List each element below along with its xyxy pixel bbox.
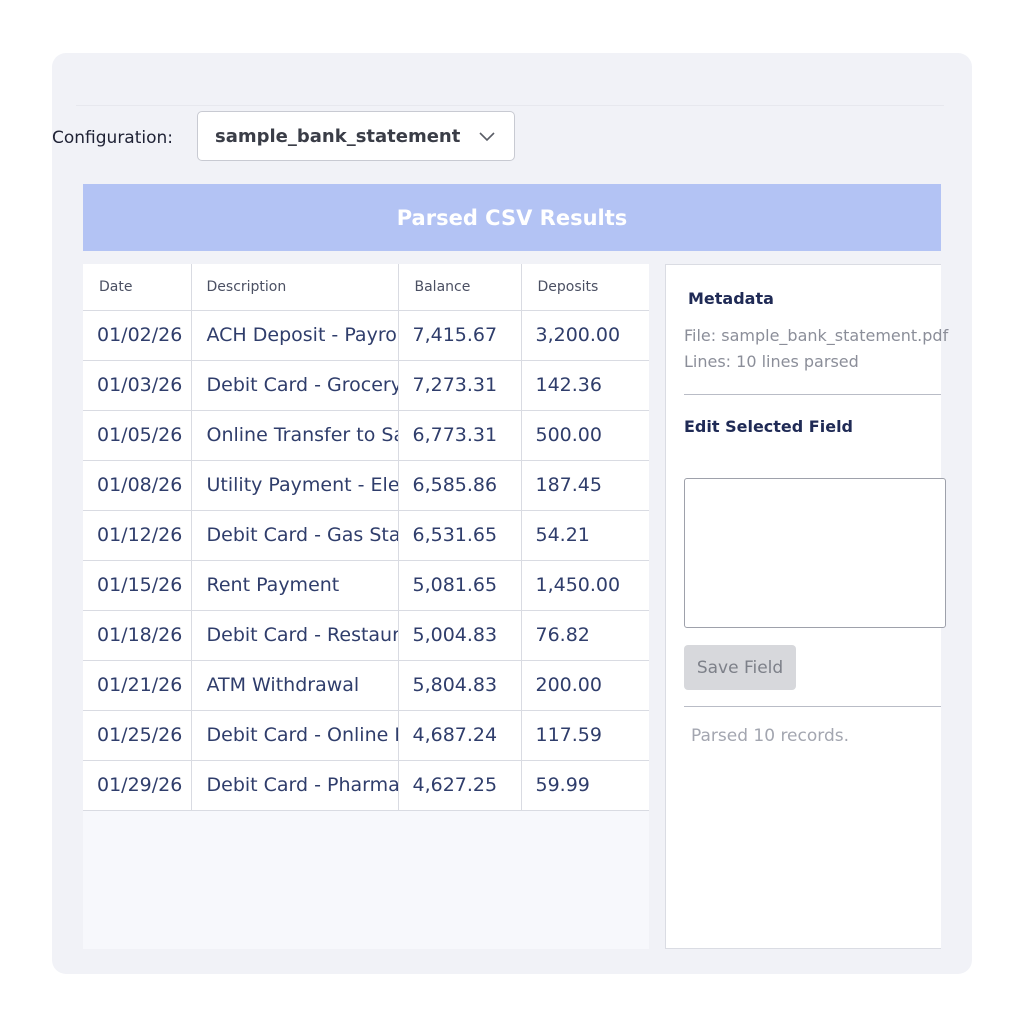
metadata-file: File: sample_bank_statement.pdf: [684, 326, 949, 345]
table-header-row: Date Description Balance Deposits: [83, 264, 649, 311]
table-row[interactable]: 01/15/26 Rent Payment 5,081.65 1,450.00: [83, 560, 649, 611]
metadata-lines: Lines: 10 lines parsed: [684, 352, 859, 371]
results-table: Date Description Balance Deposits 01/02/…: [83, 264, 649, 811]
cell-date[interactable]: 01/15/26: [83, 560, 192, 611]
cell-description[interactable]: ACH Deposit - Payroll: [191, 310, 399, 361]
cell-date[interactable]: 01/08/26: [83, 460, 192, 511]
cell-deposits[interactable]: 59.99: [521, 760, 649, 811]
cell-description[interactable]: ATM Withdrawal: [191, 660, 399, 711]
table-row[interactable]: 01/21/26 ATM Withdrawal 5,804.83 200.00: [83, 660, 649, 711]
cell-balance[interactable]: 4,627.25: [398, 760, 522, 811]
column-header-balance[interactable]: Balance: [398, 264, 522, 311]
cell-description[interactable]: Debit Card - Gas Station: [191, 510, 399, 561]
cell-date[interactable]: 01/05/26: [83, 410, 192, 461]
cell-date[interactable]: 01/12/26: [83, 510, 192, 561]
column-header-date[interactable]: Date: [83, 264, 192, 311]
cell-deposits[interactable]: 117.59: [521, 710, 649, 761]
cell-balance[interactable]: 6,531.65: [398, 510, 522, 561]
cell-deposits[interactable]: 500.00: [521, 410, 649, 461]
cell-balance[interactable]: 5,004.83: [398, 610, 522, 661]
cell-description[interactable]: Debit Card - Restaurant: [191, 610, 399, 661]
cell-balance[interactable]: 4,687.24: [398, 710, 522, 761]
results-banner: Parsed CSV Results: [83, 184, 941, 251]
save-field-button[interactable]: Save Field: [684, 645, 796, 690]
details-panel: Metadata File: sample_bank_statement.pdf…: [665, 264, 948, 949]
cell-deposits[interactable]: 76.82: [521, 610, 649, 661]
cell-description[interactable]: Debit Card - Grocery M: [191, 360, 399, 411]
column-header-description[interactable]: Description: [191, 264, 399, 311]
status-message: Parsed 10 records.: [691, 726, 850, 746]
metadata-title: Metadata: [688, 289, 774, 308]
cell-balance[interactable]: 6,585.86: [398, 460, 522, 511]
chevron-down-icon: [479, 132, 495, 142]
edit-field-input[interactable]: [684, 478, 946, 628]
editor-divider: [684, 706, 941, 707]
cell-balance[interactable]: 5,804.83: [398, 660, 522, 711]
cell-date[interactable]: 01/25/26: [83, 710, 192, 761]
cell-date[interactable]: 01/29/26: [83, 760, 192, 811]
cell-date[interactable]: 01/02/26: [83, 310, 192, 361]
cell-deposits[interactable]: 1,450.00: [521, 560, 649, 611]
cell-description[interactable]: Utility Payment - Electric: [191, 460, 399, 511]
results-title: Parsed CSV Results: [396, 205, 628, 230]
configuration-select-value: sample_bank_statement: [215, 125, 461, 147]
cell-deposits[interactable]: 200.00: [521, 660, 649, 711]
cell-description[interactable]: Rent Payment: [191, 560, 399, 611]
cell-deposits[interactable]: 54.21: [521, 510, 649, 561]
cell-balance[interactable]: 7,273.31: [398, 360, 522, 411]
cell-description[interactable]: Debit Card - Pharmacy: [191, 760, 399, 811]
cell-date[interactable]: 01/21/26: [83, 660, 192, 711]
cell-deposits[interactable]: 3,200.00: [521, 310, 649, 361]
app-window: Configuration: sample_bank_statement Par…: [52, 53, 972, 974]
metadata-divider: [684, 394, 941, 395]
table-row[interactable]: 01/02/26 ACH Deposit - Payroll 7,415.67 3,2…: [83, 310, 649, 361]
results-table-panel[interactable]: Date Description Balance Deposits 01/02/…: [83, 264, 649, 949]
cell-date[interactable]: 01/18/26: [83, 610, 192, 661]
cell-date[interactable]: 01/03/26: [83, 360, 192, 411]
top-divider: [76, 105, 944, 106]
configuration-select[interactable]: sample_bank_statement: [197, 111, 515, 161]
cell-description[interactable]: Online Transfer to Savings: [191, 410, 399, 461]
cell-balance[interactable]: 5,081.65: [398, 560, 522, 611]
cell-balance[interactable]: 6,773.31: [398, 410, 522, 461]
cell-deposits[interactable]: 187.45: [521, 460, 649, 511]
configuration-label: Configuration:: [52, 128, 174, 148]
edit-field-title: Edit Selected Field: [684, 417, 854, 436]
column-header-deposits[interactable]: Deposits: [521, 264, 649, 311]
cell-deposits[interactable]: 142.36: [521, 360, 649, 411]
cell-description[interactable]: Debit Card - Online Purchase: [191, 710, 399, 761]
cell-balance[interactable]: 7,415.67: [398, 310, 522, 361]
